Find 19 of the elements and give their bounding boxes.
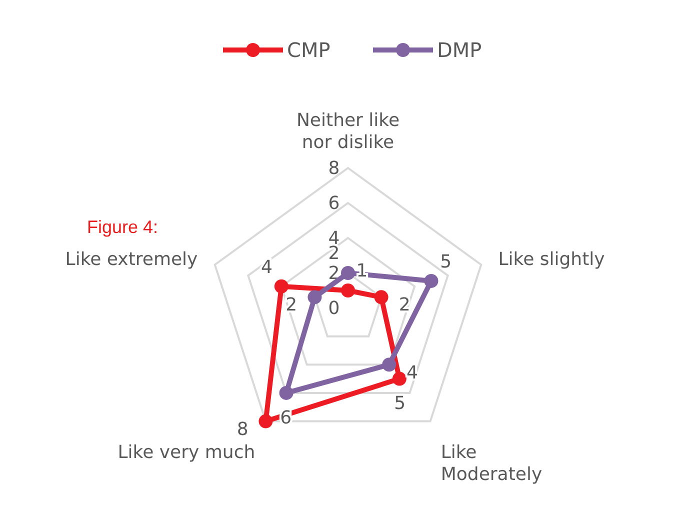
data-label: 4 (406, 362, 418, 384)
spoke-label: Like slightly (498, 249, 606, 270)
spoke-label: Like extremely (65, 249, 198, 270)
data-label: 2 (286, 294, 298, 316)
data-label: 2 (398, 294, 410, 316)
data-label: 4 (261, 256, 272, 278)
y-tick-label: 6 (328, 193, 340, 214)
caption: Figure 4: (86, 217, 158, 237)
y-tick-label: 8 (328, 158, 340, 179)
spoke-label: Like Moderately (440, 442, 542, 485)
data-label: 8 (236, 419, 248, 440)
spoke-label: Like very much (118, 442, 256, 463)
spoke-label: Neither like nor dislike (296, 110, 400, 153)
legend-label: CMP (287, 38, 330, 62)
data-label: 5 (440, 251, 452, 272)
y-tick-label: 0 (328, 298, 340, 319)
y-tick-label: 2 (328, 263, 340, 284)
data-label: 5 (394, 393, 406, 414)
legend-label: DMP (437, 38, 482, 62)
